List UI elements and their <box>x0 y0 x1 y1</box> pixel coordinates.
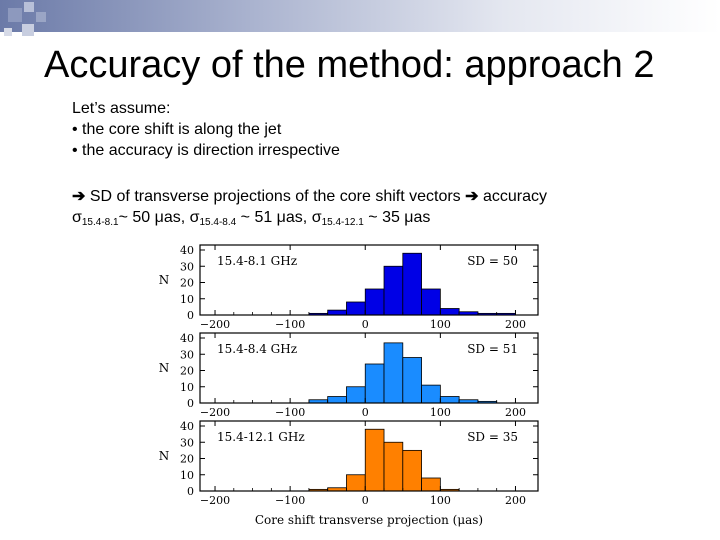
histogram-bar <box>383 441 404 492</box>
y-tick-label: 10 <box>180 469 194 482</box>
histogram-bar <box>421 288 441 316</box>
header-gradient-bar <box>0 0 720 32</box>
histogram-bar <box>346 301 366 316</box>
x-tick-label: 100 <box>430 318 451 331</box>
sigma-symbol: σ <box>189 209 200 226</box>
x-tick-label: 100 <box>430 406 451 419</box>
histogram-bar <box>364 428 385 492</box>
y-tick-label: 10 <box>180 293 194 306</box>
band-label: 15.4-12.1 GHz <box>217 430 305 444</box>
histogram-bar <box>402 252 422 316</box>
y-tick-label: 40 <box>180 420 194 433</box>
y-tick-label: 30 <box>180 436 194 449</box>
y-tick-label: 0 <box>187 397 194 410</box>
arrow-icon: ➔ <box>465 188 479 205</box>
bullet-2: • the accuracy is direction irrespective <box>72 142 340 159</box>
x-tick-label: −200 <box>200 406 230 419</box>
panel-frame <box>199 244 539 316</box>
histogram-bar <box>327 396 347 404</box>
assume-heading: Let’s assume: <box>72 100 171 117</box>
sigma-subscript: 15.4-12.1 <box>321 217 364 228</box>
assumptions-block: Let’s assume: • the core shift is along … <box>72 98 340 161</box>
x-tick-label: 100 <box>430 494 451 507</box>
x-tick-label: 0 <box>362 494 369 507</box>
sigma-line: σ15.4-8.1~ 50 μas, σ15.4-8.4 ~ 51 μas, σ… <box>72 209 430 228</box>
decorative-squares <box>0 0 60 50</box>
histogram-bar <box>327 309 347 316</box>
histogram-bar <box>383 265 404 316</box>
y-tick-label: 30 <box>180 260 194 273</box>
x-tick-label: 0 <box>362 406 369 419</box>
bullet-1: • the core shift is along the jet <box>72 121 282 138</box>
y-axis-label: N <box>159 361 170 375</box>
y-tick-label: 10 <box>180 381 194 394</box>
panel-frame <box>199 420 539 492</box>
y-tick-label: 20 <box>180 453 194 466</box>
x-tick-label: 200 <box>505 494 526 507</box>
y-axis-label: N <box>159 273 170 287</box>
histogram-bar <box>364 288 385 316</box>
histogram-bar <box>421 384 441 404</box>
sigma-value: ~ 51 μas, <box>236 209 312 226</box>
x-tick-label: −200 <box>200 318 230 331</box>
sd-label: SD = 51 <box>467 342 518 356</box>
histogram-bar <box>346 474 366 492</box>
sd-label: SD = 35 <box>467 430 518 444</box>
sigma-subscript: 15.4-8.1 <box>81 217 119 228</box>
x-tick-label: 200 <box>505 406 526 419</box>
y-tick-label: 40 <box>180 244 194 257</box>
y-tick-label: 30 <box>180 348 194 361</box>
sd-text: SD of transverse projections of the core… <box>85 188 466 205</box>
y-axis-label: N <box>159 449 170 463</box>
histogram-bar <box>402 357 422 404</box>
x-tick-label: −100 <box>275 318 305 331</box>
sd-suffix: accuracy <box>478 188 547 205</box>
y-tick-label: 20 <box>180 277 194 290</box>
x-tick-label: −100 <box>275 494 305 507</box>
x-tick-label: −200 <box>200 494 230 507</box>
sd-line: ➔ SD of transverse projections of the co… <box>72 186 547 208</box>
sigma-symbol: σ <box>72 209 82 226</box>
histogram-bar <box>383 342 404 404</box>
histogram-bar <box>439 396 460 404</box>
y-tick-label: 40 <box>180 332 194 345</box>
y-tick-label: 0 <box>187 309 194 322</box>
x-tick-label: 200 <box>505 318 526 331</box>
y-tick-label: 0 <box>187 485 194 498</box>
sigma-subscript: 15.4-8.4 <box>199 217 237 228</box>
slide-title: Accuracy of the method: approach 2 <box>44 44 655 86</box>
band-label: 15.4-8.4 GHz <box>217 342 297 356</box>
histogram-bar <box>346 386 366 404</box>
sigma-value: ~ 35 μas <box>363 209 431 226</box>
sigma-value: ~ 50 μas, <box>118 209 190 226</box>
histogram-bar <box>402 449 422 492</box>
sd-label: SD = 50 <box>467 254 518 268</box>
histogram-bar <box>439 308 460 316</box>
histogram-bar <box>364 363 385 404</box>
x-axis-label: Core shift transverse projection (μas) <box>255 513 483 527</box>
arrow-icon: ➔ <box>72 188 86 205</box>
sigma-symbol: σ <box>311 209 322 226</box>
band-label: 15.4-8.1 GHz <box>217 254 297 268</box>
panel-frame <box>199 332 539 404</box>
x-tick-label: −100 <box>275 406 305 419</box>
y-tick-label: 20 <box>180 365 194 378</box>
histogram-bar <box>421 477 441 492</box>
x-tick-label: 0 <box>362 318 369 331</box>
